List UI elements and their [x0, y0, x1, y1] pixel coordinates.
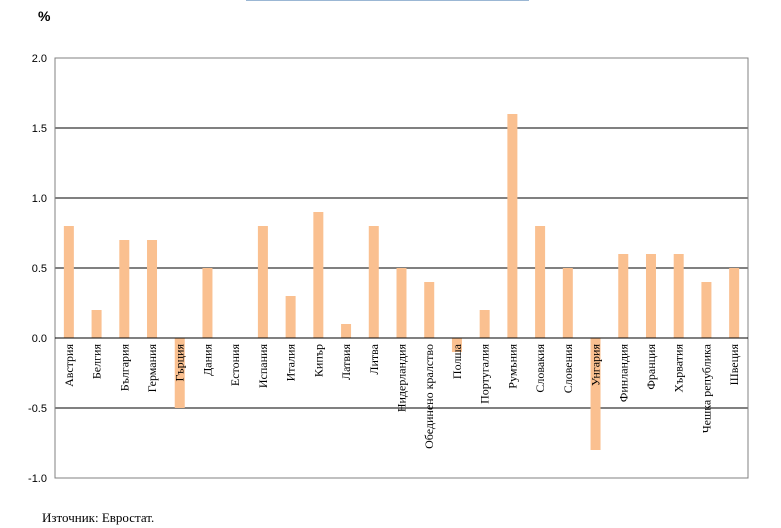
- bar: [535, 226, 546, 338]
- bar: [174, 338, 185, 408]
- x-tick-label: Литва: [367, 343, 381, 374]
- x-tick-label: Дания: [200, 344, 214, 376]
- x-tick-label: Испания: [256, 344, 270, 389]
- x-tick-label: Франция: [644, 344, 658, 390]
- source-note: Източник: Евростат.: [42, 510, 155, 525]
- bar: [257, 226, 268, 338]
- bar: [63, 226, 74, 338]
- x-tick-label: Швеция: [727, 344, 741, 386]
- bar: [341, 324, 352, 338]
- x-tick-label: Португалия: [478, 344, 492, 404]
- plot-area-border: [54, 57, 749, 479]
- x-tick-label: Латвия: [339, 344, 353, 380]
- bar: [729, 268, 740, 338]
- x-tick-label: Словения: [561, 344, 575, 394]
- y-tick-label: 0.5: [32, 263, 47, 275]
- bar: [285, 296, 296, 338]
- bar: [368, 226, 379, 338]
- x-tick-label: Естония: [228, 344, 242, 387]
- x-tick-label: Чешка република: [699, 343, 713, 433]
- x-tick-label: Румъния: [505, 344, 519, 389]
- bar: [562, 268, 573, 338]
- bar: [673, 254, 684, 338]
- bar: [618, 254, 629, 338]
- bar: [507, 114, 518, 338]
- x-tick-label: Австрия: [62, 344, 76, 387]
- bar: [451, 338, 462, 352]
- x-tick-label: Хърватия: [672, 344, 686, 393]
- bar: [202, 268, 213, 338]
- y-tick-label: 1.0: [32, 193, 47, 205]
- top-decorative-line: [246, 0, 529, 1]
- x-tick-label: Италия: [284, 344, 298, 382]
- bar: [424, 282, 435, 338]
- x-tick-label: Германия: [145, 344, 159, 393]
- x-tick-label: Унгария: [589, 344, 603, 387]
- x-tick-label: Обединено кралство: [422, 344, 436, 449]
- y-tick-label: -0.5: [28, 403, 47, 415]
- y-tick-label: 1.5: [32, 123, 47, 135]
- x-tick-label: Полша: [450, 343, 464, 379]
- x-tick-label: Гърция: [173, 344, 187, 382]
- x-tick-label: Словакия: [533, 344, 547, 393]
- y-tick-label: -1.0: [28, 473, 47, 485]
- y-tick-label: 2.0: [32, 53, 47, 65]
- bar: [701, 282, 712, 338]
- bar: [590, 338, 601, 450]
- bar: [119, 240, 130, 338]
- bar: [645, 254, 656, 338]
- y-tick-label: 0.0: [32, 333, 47, 345]
- bar: [313, 212, 324, 338]
- x-tick-label: Белгия: [90, 344, 104, 380]
- y-unit-label: %: [38, 8, 51, 24]
- bar: [396, 268, 407, 338]
- x-tick-label: Кипър: [311, 344, 325, 377]
- bar: [147, 240, 158, 338]
- x-tick-label: Нидерландия: [395, 344, 409, 413]
- bar: [479, 310, 490, 338]
- x-tick-label: България: [117, 344, 131, 392]
- bar: [91, 310, 102, 338]
- x-tick-label: Финландия: [616, 344, 630, 403]
